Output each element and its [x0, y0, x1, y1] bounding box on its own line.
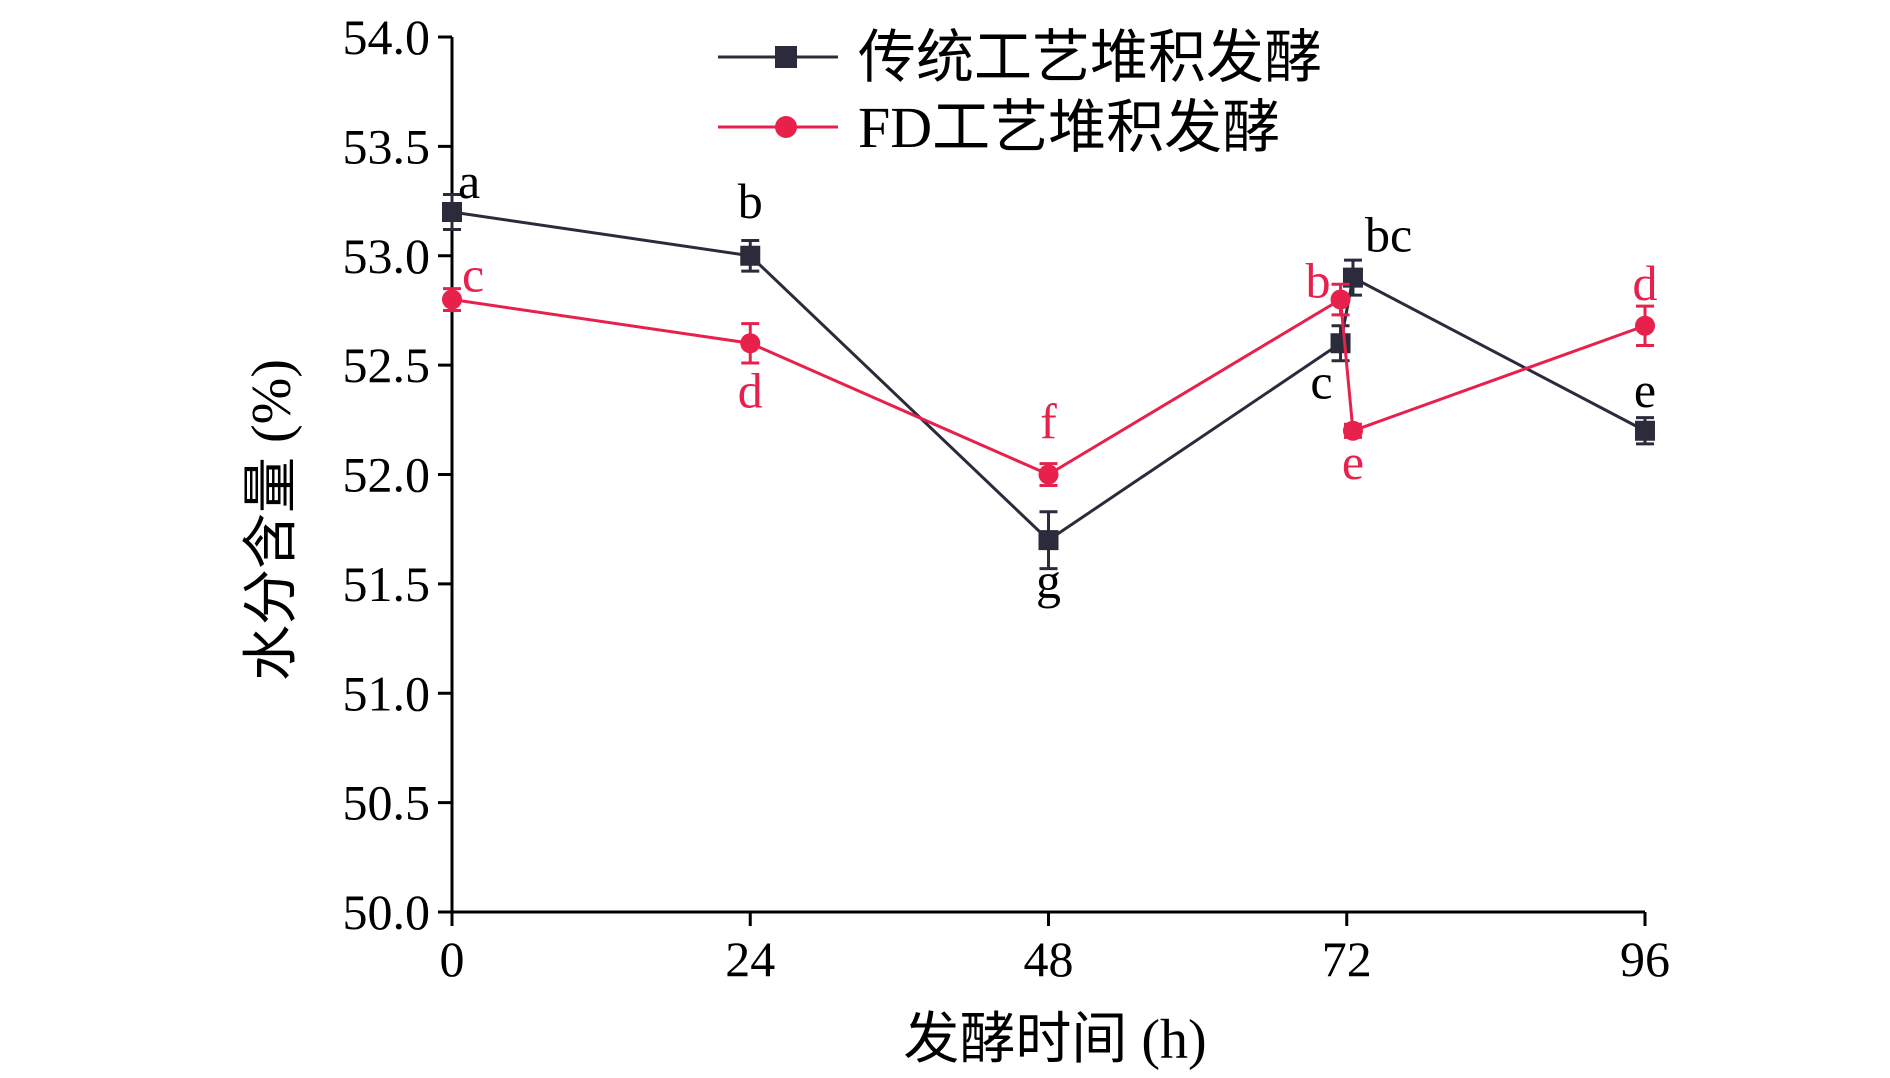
legend-item-2: FD工艺堆积发酵: [718, 95, 1280, 160]
y-tick-label: 52.5: [343, 337, 431, 393]
y-tick-label: 50.5: [343, 775, 431, 831]
significance-label: e: [1342, 434, 1364, 490]
data-point: [442, 289, 462, 310]
data-point: [1330, 333, 1351, 354]
significance-label: f: [1040, 394, 1057, 450]
data-point: [442, 202, 462, 222]
y-tick-label: 51.5: [343, 556, 431, 612]
significance-label: e: [1634, 362, 1656, 418]
series-line: [451, 210, 1646, 543]
y-tick-label: 53.0: [343, 228, 431, 284]
series-line: [451, 296, 1646, 477]
significance-label: c: [1310, 353, 1332, 409]
y-tick-label: 53.5: [343, 118, 431, 174]
y-tick-label: 51.0: [343, 665, 431, 721]
axes: [438, 35, 1647, 926]
data-point: [740, 333, 761, 354]
data-point: [1342, 267, 1363, 288]
data-point: [1038, 464, 1059, 485]
legend-label: 传统工艺堆积发酵: [858, 25, 1322, 90]
data-point: [1038, 530, 1059, 551]
y-tick-label: 50.0: [343, 884, 431, 940]
x-tick-label: 48: [1024, 931, 1074, 987]
significance-label: d: [1633, 255, 1658, 311]
significance-label: g: [1036, 553, 1061, 609]
significance-label: d: [738, 362, 763, 418]
y-tick-label: 52.0: [343, 447, 431, 503]
legend-item-1: 传统工艺堆积发酵: [718, 25, 1322, 90]
legend-marker: [775, 46, 797, 68]
significance-label: bc: [1365, 207, 1412, 263]
data-point: [1330, 289, 1351, 310]
x-tick-label: 72: [1322, 931, 1372, 987]
data-point: [1635, 315, 1655, 336]
significance-label: a: [458, 153, 480, 209]
x-tick-label: 0: [440, 931, 465, 987]
y-tick-label: 54.0: [343, 9, 431, 65]
legend-label: FD工艺堆积发酵: [858, 95, 1280, 160]
data-point: [1342, 420, 1363, 441]
x-tick-label: 24: [725, 931, 775, 987]
tick-labels: 50.0 50.5 51.0 51.5 52.0 52.5 53.0 53.5 54.0 0 24 4…: [343, 9, 1671, 987]
significance-label: c: [462, 247, 484, 303]
significance-label: b: [738, 173, 763, 229]
data-point: [1635, 420, 1655, 441]
legend-marker: [775, 116, 797, 138]
y-axis-title: 水分含量 (%): [241, 359, 303, 681]
data-point: [740, 245, 761, 266]
x-axis-title: 发酵时间 (h): [903, 1009, 1206, 1071]
x-tick-label: 96: [1620, 931, 1670, 987]
significance-label: b: [1306, 253, 1331, 309]
